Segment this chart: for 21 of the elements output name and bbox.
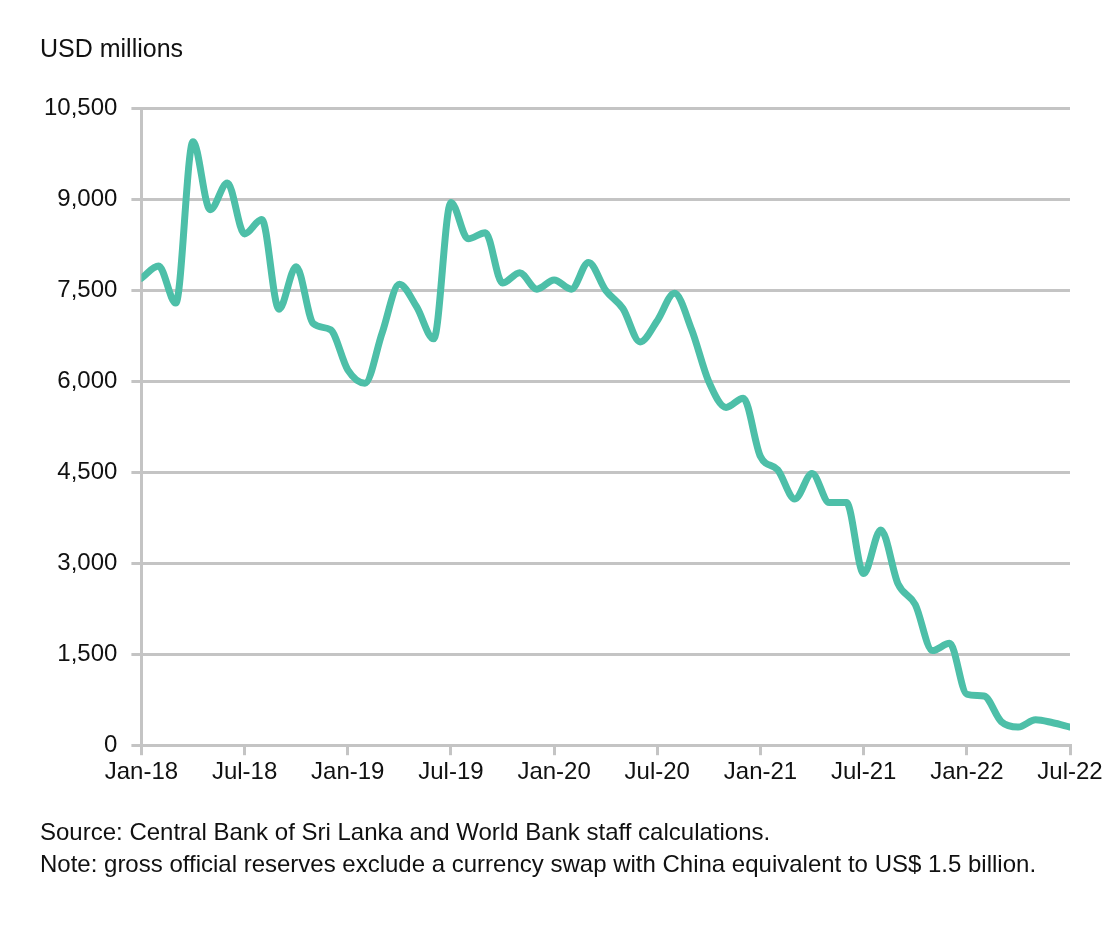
x-tick-label: Jul-21 — [830, 757, 897, 785]
source-note: Source: Central Bank of Sri Lanka and World Bank staff calculations. — [40, 817, 772, 847]
x-tick-label: Jul-18 — [211, 757, 278, 785]
y-tick-label: 1,500 — [57, 638, 118, 666]
x-tick-label: Jul-22 — [1037, 757, 1103, 785]
x-tick-label: Jul-19 — [418, 757, 484, 785]
x-tick-label: Jan-20 — [517, 757, 591, 785]
y-tick-label: 0 — [104, 729, 118, 757]
x-tick-label: Jul-20 — [624, 757, 690, 785]
x-tick-label: Jan-22 — [930, 757, 1004, 785]
y-axis-title: USD millions — [40, 34, 184, 63]
y-tick-label: 4,500 — [57, 456, 118, 484]
x-tick-label: Jan-18 — [104, 757, 179, 785]
x-tick-label: Jan-19 — [311, 757, 385, 785]
y-tick-label: 7,500 — [57, 274, 118, 302]
y-tick-label: 9,000 — [57, 184, 118, 211]
y-tick-label: 6,000 — [57, 365, 118, 393]
text: Note: gross official reserves exclude a currency swap with China equivalent to US$ 1.5 billion. — [40, 849, 1038, 879]
y-tick-label: 10,500 — [44, 93, 118, 121]
y-tick-label: 3,000 — [57, 547, 118, 575]
x-tick-label: Jan-21 — [723, 757, 798, 785]
